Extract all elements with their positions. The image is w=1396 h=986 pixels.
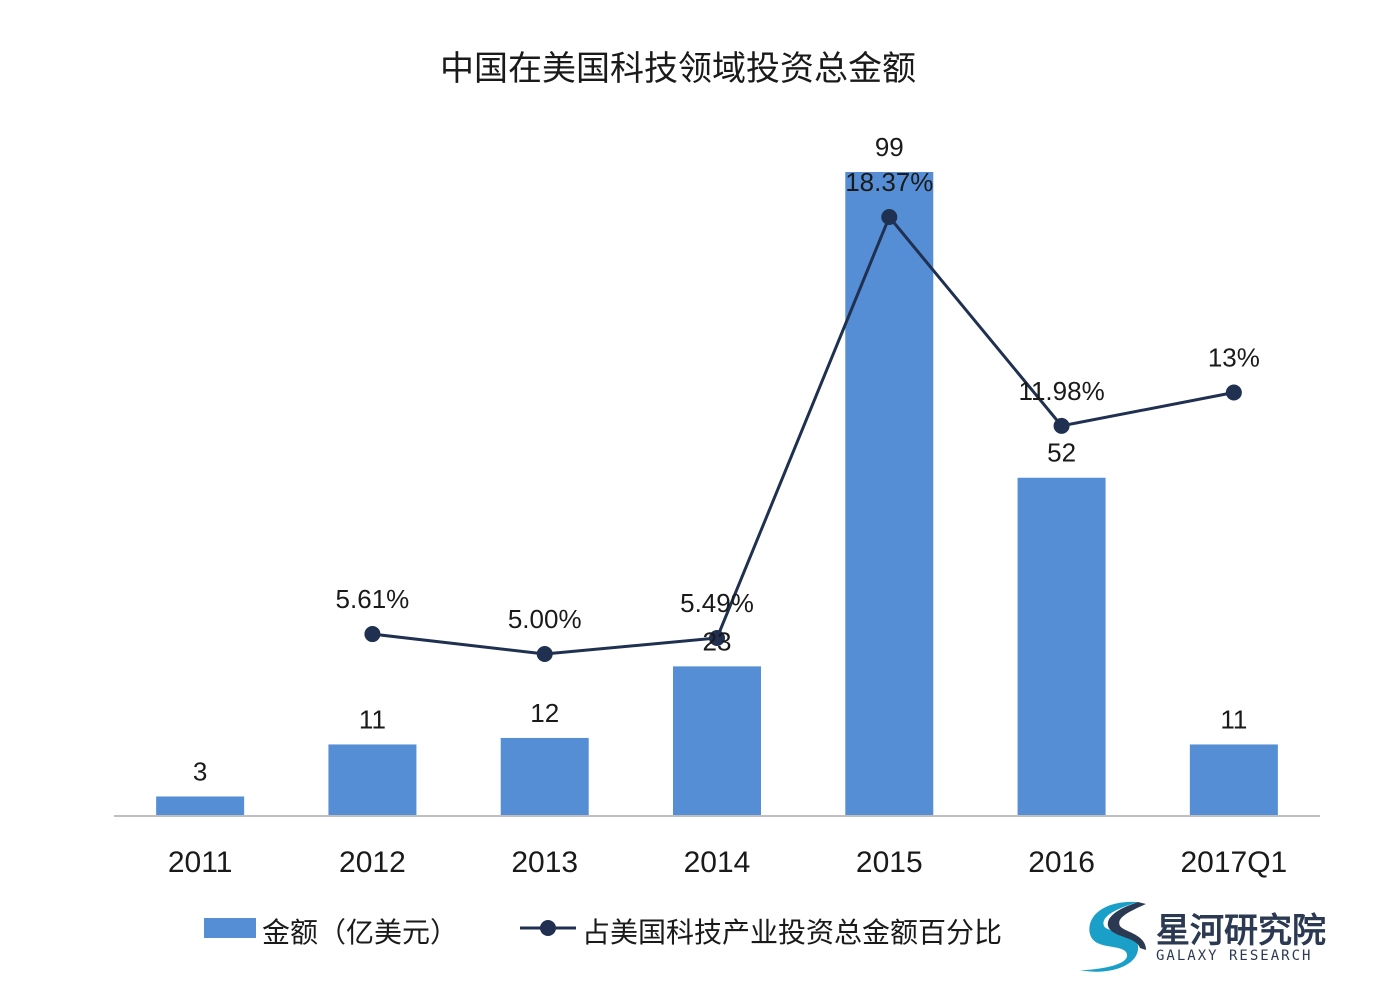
brand-subtitle: GALAXY RESEARCH (1156, 948, 1312, 964)
line-point-2013 (536, 646, 553, 662)
line-value-label: 5.00% (508, 604, 582, 634)
legend-bar-swatch (204, 918, 256, 938)
line-series-path (372, 214, 1235, 656)
x-tick-label: 2017Q1 (1180, 846, 1287, 879)
line-value-label: 5.61% (336, 584, 410, 614)
brand-logo-icon-accent (1107, 902, 1146, 950)
line-value-label: 18.37% (845, 167, 933, 197)
bar-value-label: 52 (1047, 438, 1076, 468)
bar-2017Q1 (1189, 744, 1278, 816)
bar-value-label: 11 (359, 704, 386, 734)
bar-2015 (845, 172, 934, 816)
bar-value-label: 23 (703, 626, 732, 656)
x-tick-label: 2016 (1028, 846, 1095, 879)
bar-value-label: 3 (193, 756, 207, 786)
x-tick-label: 2012 (339, 846, 406, 879)
line-value-label: 11.98% (1018, 376, 1104, 406)
brand-name: 星河研究院 (1156, 911, 1326, 951)
x-tick-label: 2013 (511, 846, 578, 879)
bar-2011 (156, 796, 245, 816)
x-tick-label: 2011 (168, 846, 233, 879)
brand-logo: 星河研究院 GALAXY RESEARCH (1080, 901, 1326, 972)
labels-layer: 3 11 12 23 99 52 11 5.61% 5.00% 5.49% 18.37% 11.98%… (193, 132, 1260, 786)
line-value-label: 13% (1208, 343, 1260, 373)
bar-value-label: 99 (875, 132, 904, 162)
x-tick-label: 2014 (684, 846, 751, 879)
legend: 金额（亿美元） 占美国科技产业投资总金额百分比 (204, 916, 1002, 949)
bar-2012 (328, 744, 417, 816)
x-tick-labels: 2011 2012 2013 2014 2015 2016 2017Q1 (168, 846, 1287, 879)
line-point-2012 (364, 626, 381, 643)
bar-2016 (1017, 477, 1106, 816)
bar-value-label: 12 (530, 698, 559, 728)
bar-2014 (673, 666, 761, 816)
legend-line-marker (540, 920, 556, 936)
line-layer (364, 209, 1242, 662)
line-point-2014 (709, 629, 725, 646)
legend-bar-label: 金额（亿美元） (262, 916, 458, 949)
bars-layer (156, 172, 1278, 816)
chart-title: 中国在美国科技领域投资总金额 (440, 49, 916, 89)
line-value-label: 5.49% (680, 588, 754, 618)
brand-logo-icon (1080, 901, 1139, 972)
line-point-2016 (1053, 417, 1070, 434)
legend-line-label: 占美国科技产业投资总金额百分比 (582, 916, 1002, 949)
x-tick-label: 2015 (856, 846, 923, 879)
bar-value-label: 11 (1220, 704, 1247, 734)
bar-2013 (500, 737, 589, 816)
line-point-2017Q1 (1225, 384, 1242, 401)
line-point-2015 (881, 209, 898, 225)
